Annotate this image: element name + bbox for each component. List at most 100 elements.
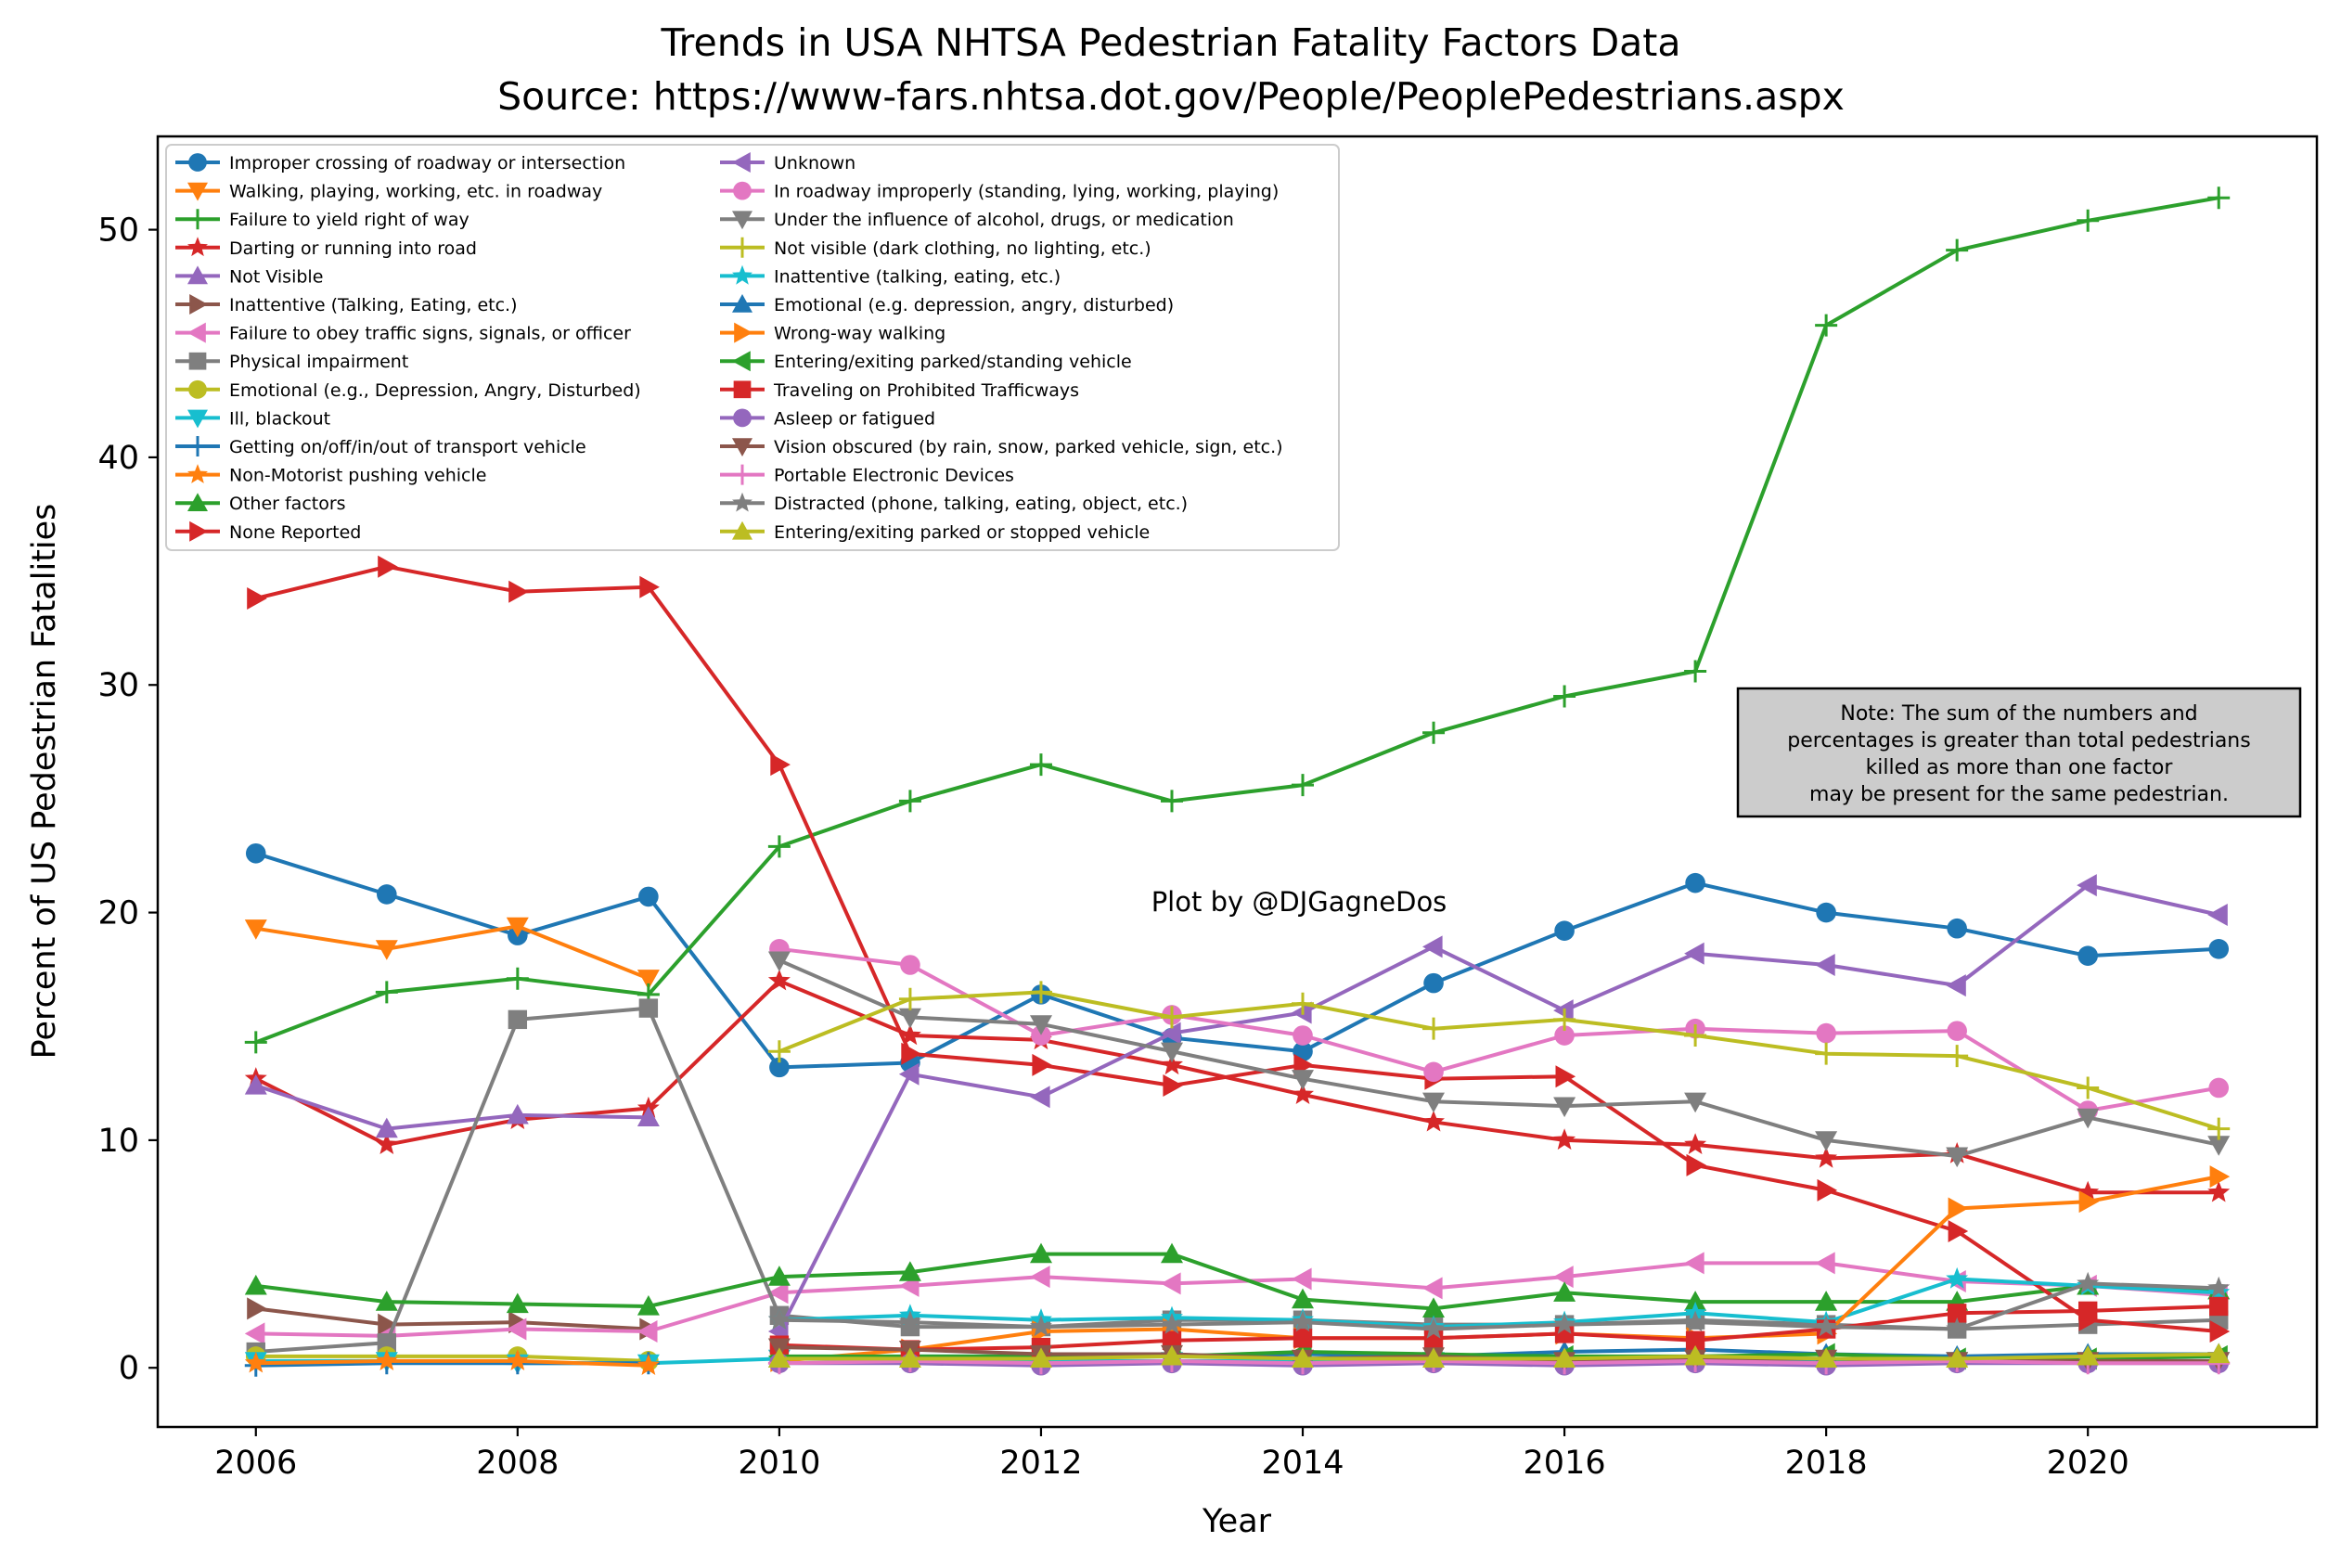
data-point <box>1422 1347 1445 1368</box>
data-point <box>506 917 529 938</box>
data-point <box>1947 1021 1967 1041</box>
data-point <box>770 753 791 777</box>
data-point <box>2208 939 2230 959</box>
legend-item: Inattentive (Talking, Eating, etc.) <box>175 294 517 315</box>
data-point <box>1948 1220 1969 1242</box>
data-point <box>1684 1310 1707 1332</box>
x-tick-label: 2016 <box>1524 1445 1606 1482</box>
legend-label: Vision obscured (by rain, snow, parked v… <box>774 437 1283 457</box>
legend-swatch-marker <box>732 521 752 540</box>
data-point <box>639 575 660 598</box>
y-tick-label: 0 <box>119 1350 139 1387</box>
data-point <box>1947 1304 1967 1323</box>
legend-item: Vision obscured (by rain, snow, parked v… <box>720 437 1283 457</box>
legend-swatch-marker <box>732 351 751 372</box>
data-point <box>2207 1136 2231 1156</box>
data-point <box>767 1266 791 1286</box>
data-point <box>2207 1276 2231 1298</box>
legend-swatch-marker <box>732 237 752 258</box>
x-tick-label: 2014 <box>1261 1445 1344 1482</box>
x-tick-label: 2012 <box>999 1445 1082 1482</box>
data-point <box>898 790 921 813</box>
x-tick-label: 2006 <box>214 1445 297 1482</box>
data-point <box>1947 918 1967 939</box>
data-point <box>2077 1301 2098 1321</box>
data-point <box>1946 1266 1969 1289</box>
data-point <box>1422 1297 1445 1317</box>
data-point <box>1031 1025 1051 1046</box>
legend-swatch-marker <box>187 464 208 483</box>
data-point <box>1685 1330 1705 1350</box>
series-line <box>255 1358 649 1368</box>
y-tick-label: 30 <box>97 667 139 704</box>
legend-swatch-marker <box>187 493 208 511</box>
data-point <box>1161 1053 1183 1075</box>
data-point <box>1422 721 1446 744</box>
legend-label: Getting on/off/in/out of transport vehic… <box>229 437 586 457</box>
legend-frame <box>165 144 1340 551</box>
plot-area: 2006 2008 2010 2012 2014 2016 2018 2020 0 10 20 30 4… <box>97 135 2319 1482</box>
x-tick-label: 2020 <box>2047 1445 2129 1482</box>
data-point <box>1946 974 1966 997</box>
series-walking-playing-working-etc-in-roadway <box>244 917 660 990</box>
legend-label: Distracted (phone, talking, eating, obje… <box>774 494 1188 514</box>
series-line <box>255 851 2219 1070</box>
legend-label: Inattentive (talking, eating, etc.) <box>774 266 1061 287</box>
data-point <box>1292 1070 1314 1090</box>
data-point <box>1553 1097 1576 1118</box>
series-line <box>778 990 2219 1131</box>
data-point <box>1030 1347 1052 1368</box>
data-point <box>898 987 921 1010</box>
x-axis-label: Year <box>1202 1503 1272 1540</box>
legend-item: Other factors <box>175 493 346 514</box>
legend-label: Wrong-way walking <box>774 324 945 344</box>
data-point <box>1685 872 1705 893</box>
data-point <box>1684 660 1707 683</box>
data-point <box>1553 1281 1576 1302</box>
legend-label: Under the influence of alcohol, drugs, o… <box>774 210 1234 230</box>
series-not-visible <box>244 1074 660 1138</box>
data-point <box>1946 238 1969 262</box>
data-point <box>1030 1015 1052 1035</box>
data-point <box>2207 186 2231 210</box>
data-point <box>1029 753 1052 777</box>
legend-label: Failure to yield right of way <box>229 210 469 230</box>
y-tick-label: 40 <box>97 440 139 477</box>
data-point <box>1292 1347 1314 1368</box>
chart-subtitle: Source: https://www-fars.nhtsa.dot.gov/P… <box>497 74 1845 119</box>
y-tick-label: 10 <box>97 1123 139 1160</box>
data-point <box>506 1317 527 1341</box>
legend-item: Portable Electronic Devices <box>720 464 1014 486</box>
data-point <box>1160 790 1183 813</box>
data-point <box>244 1031 267 1054</box>
data-point <box>1162 1330 1182 1350</box>
series-improper-crossing-of-roadway-or-intersection <box>245 842 2230 1078</box>
data-point <box>247 1297 267 1320</box>
legend-item: Not visible (dark clothing, no lighting,… <box>720 237 1151 259</box>
data-point <box>1815 954 1835 976</box>
legend-swatch-marker <box>187 237 208 257</box>
data-point <box>1815 1315 1838 1337</box>
data-point <box>506 1349 529 1370</box>
series-non-motorist-pushing-vehicle <box>244 1349 660 1375</box>
data-point <box>1161 1042 1183 1063</box>
data-point <box>637 970 660 990</box>
data-point <box>1946 1045 1969 1068</box>
data-point <box>1161 1313 1183 1334</box>
legend-swatch-marker <box>733 181 752 200</box>
legend-swatch-marker <box>733 408 752 428</box>
data-point <box>637 1354 660 1375</box>
series-line <box>255 196 2219 1045</box>
legend-swatch-marker <box>188 153 207 172</box>
series-entering-exiting-parked-or-stopped-vehicle <box>767 1343 2231 1368</box>
data-point <box>247 587 267 610</box>
data-point <box>1292 1083 1314 1104</box>
data-point <box>375 1133 398 1154</box>
legend-swatch-marker <box>734 322 752 343</box>
data-point <box>1948 1197 1969 1220</box>
legend-label: None Reported <box>229 522 361 543</box>
legend-swatch-marker <box>733 380 752 399</box>
data-point <box>1684 1252 1704 1275</box>
data-point <box>767 969 791 991</box>
